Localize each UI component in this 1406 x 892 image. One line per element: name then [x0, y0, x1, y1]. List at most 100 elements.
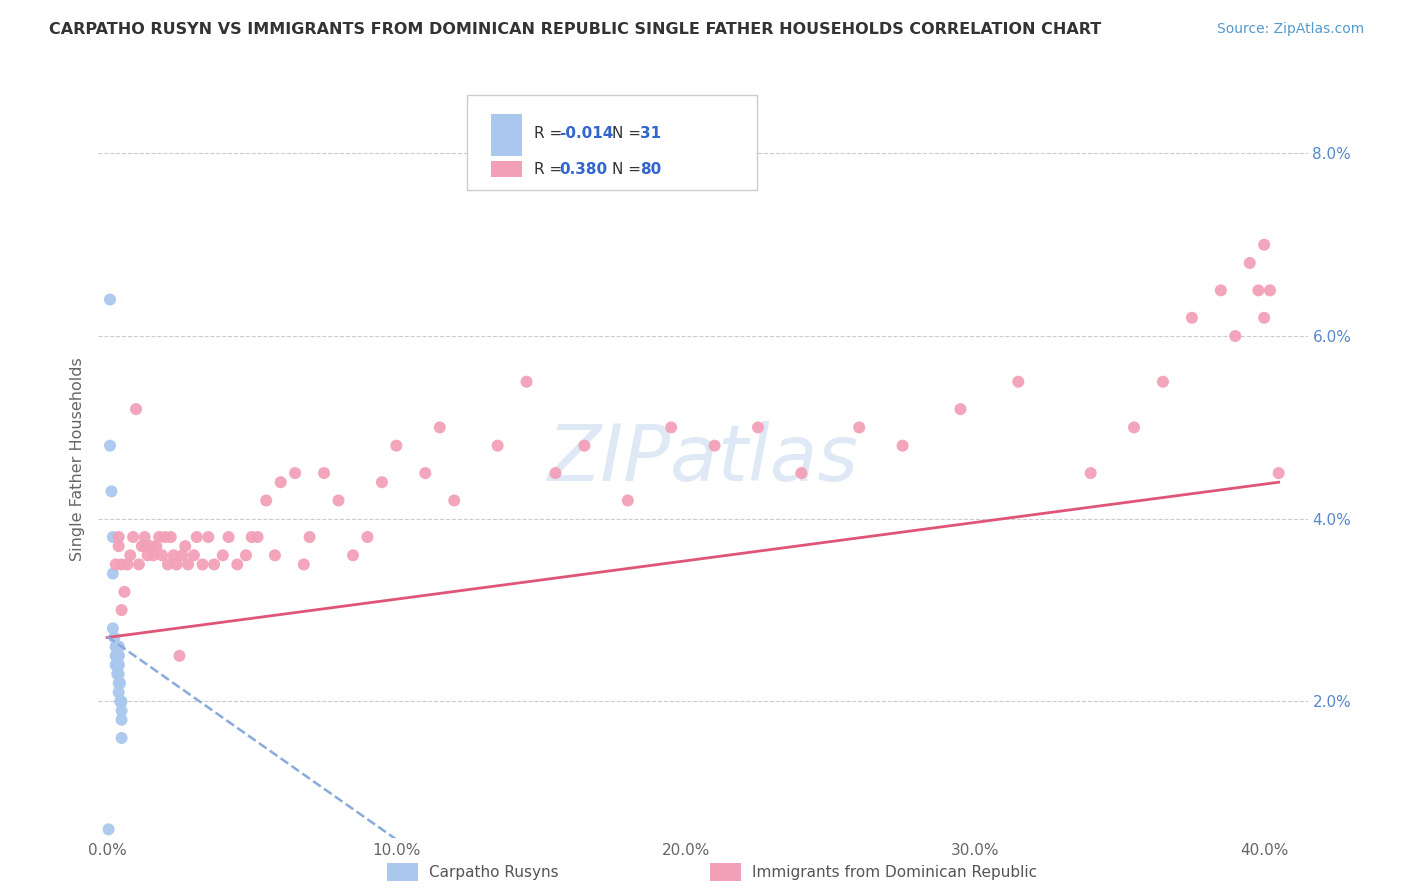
Point	[128, 558, 150, 572]
Point	[342, 549, 364, 563]
Point	[101, 530, 124, 544]
Point	[139, 539, 162, 553]
Point	[117, 558, 139, 572]
Text: 31: 31	[640, 126, 661, 141]
Point	[134, 539, 156, 553]
Point	[226, 558, 249, 572]
Point	[177, 558, 200, 572]
Point	[413, 466, 436, 480]
Point	[98, 293, 121, 307]
Point	[107, 640, 129, 654]
Point	[107, 667, 129, 681]
Point	[107, 676, 129, 690]
Point	[183, 549, 205, 563]
Point	[114, 584, 136, 599]
Point	[1258, 284, 1281, 298]
Point	[105, 667, 128, 681]
FancyBboxPatch shape	[492, 114, 522, 156]
Point	[98, 439, 121, 453]
Point	[191, 558, 214, 572]
Y-axis label: Single Father Households: Single Father Households	[69, 358, 84, 561]
Point	[197, 530, 219, 544]
Point	[1152, 375, 1174, 389]
Point	[110, 694, 132, 708]
Text: CARPATHO RUSYN VS IMMIGRANTS FROM DOMINICAN REPUBLIC SINGLE FATHER HOUSEHOLDS CO: CARPATHO RUSYN VS IMMIGRANTS FROM DOMINI…	[49, 22, 1101, 37]
Point	[429, 420, 451, 434]
Point	[107, 685, 129, 699]
Point	[136, 549, 159, 563]
Point	[169, 648, 191, 663]
Point	[1253, 310, 1275, 325]
Point	[486, 439, 509, 453]
Text: Source: ZipAtlas.com: Source: ZipAtlas.com	[1216, 22, 1364, 37]
Point	[328, 493, 350, 508]
Point	[703, 439, 725, 453]
Text: N =: N =	[613, 162, 647, 178]
Point	[156, 558, 179, 572]
Point	[544, 466, 567, 480]
Point	[574, 439, 596, 453]
Point	[103, 631, 125, 645]
Point	[159, 530, 181, 544]
Point	[1209, 284, 1232, 298]
Point	[371, 475, 394, 490]
Point	[125, 402, 148, 417]
Text: R =: R =	[534, 162, 567, 178]
Point	[240, 530, 263, 544]
Text: ZIPatlas: ZIPatlas	[547, 421, 859, 498]
Point	[298, 530, 321, 544]
Point	[949, 402, 972, 417]
Point	[385, 439, 408, 453]
Point	[1225, 329, 1247, 343]
FancyBboxPatch shape	[492, 161, 522, 178]
Point	[104, 648, 127, 663]
Point	[1181, 310, 1204, 325]
Point	[104, 558, 127, 572]
Point	[97, 822, 120, 837]
Point	[1247, 284, 1270, 298]
Point	[100, 484, 122, 499]
Point	[254, 493, 277, 508]
Point	[101, 566, 124, 581]
Point	[101, 621, 124, 635]
Point	[211, 549, 233, 563]
Point	[108, 694, 131, 708]
Point	[153, 530, 176, 544]
Point	[107, 657, 129, 672]
Text: -0.014: -0.014	[560, 126, 613, 141]
Point	[790, 466, 813, 480]
Text: Carpatho Rusyns: Carpatho Rusyns	[429, 865, 558, 880]
Point	[107, 640, 129, 654]
FancyBboxPatch shape	[467, 95, 758, 190]
Point	[443, 493, 465, 508]
Point	[110, 704, 132, 718]
Point	[122, 530, 145, 544]
Text: 80: 80	[640, 162, 661, 178]
Point	[284, 466, 307, 480]
Point	[107, 648, 129, 663]
Point	[110, 558, 132, 572]
Point	[186, 530, 208, 544]
Point	[120, 549, 142, 563]
Text: 0.380: 0.380	[560, 162, 607, 178]
Point	[270, 475, 292, 490]
Point	[292, 558, 315, 572]
Point	[659, 420, 682, 434]
Point	[515, 375, 537, 389]
Point	[172, 549, 194, 563]
Point	[1007, 375, 1029, 389]
Point	[107, 530, 129, 544]
Point	[166, 558, 188, 572]
Point	[104, 657, 127, 672]
Point	[1267, 466, 1289, 480]
Point	[145, 539, 167, 553]
Point	[131, 539, 153, 553]
Point	[202, 558, 225, 572]
Point	[1253, 237, 1275, 252]
Point	[107, 648, 129, 663]
Point	[617, 493, 640, 508]
Point	[174, 539, 197, 553]
Text: N =: N =	[613, 126, 647, 141]
Point	[107, 657, 129, 672]
Point	[264, 549, 287, 563]
